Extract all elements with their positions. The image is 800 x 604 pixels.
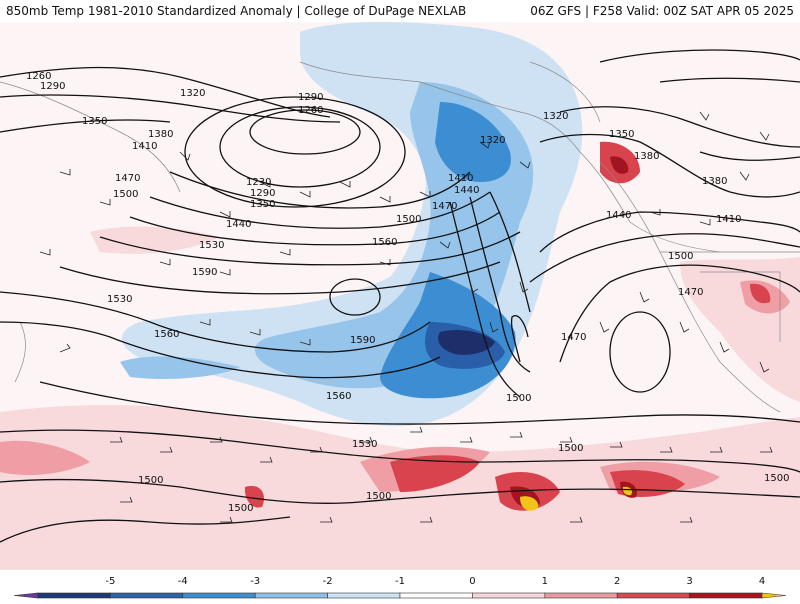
contour-label: 1500 bbox=[668, 251, 694, 262]
contour-label: 1530 bbox=[352, 439, 378, 450]
colorbar-cell bbox=[689, 592, 763, 599]
contour-label: 1590 bbox=[350, 335, 376, 346]
contour-label: 1440 bbox=[606, 210, 632, 221]
colorbar-tick-label: 4 bbox=[758, 576, 766, 587]
contour-label: 1380 bbox=[148, 129, 174, 140]
contour-label: 1380 bbox=[634, 151, 660, 162]
contour-label: 1500 bbox=[228, 503, 254, 514]
contour-label: 1290 bbox=[298, 92, 324, 103]
colorbar-cell bbox=[182, 592, 256, 599]
contour-label: 1470 bbox=[432, 201, 458, 212]
positive-anomaly-regions bbox=[0, 141, 800, 570]
contour-label: 1350 bbox=[250, 199, 276, 210]
run-valid-time: 06Z GFS | F258 Valid: 00Z SAT APR 05 202… bbox=[530, 4, 794, 18]
negative-anomaly-regions bbox=[120, 22, 583, 426]
colorbar-tick-label: 3 bbox=[686, 576, 693, 587]
anomaly-field bbox=[0, 22, 800, 570]
map-title: 850mb Temp 1981-2010 Standardized Anomal… bbox=[6, 4, 467, 18]
colorbar-strip bbox=[13, 592, 787, 599]
contour-label: 1500 bbox=[366, 491, 392, 502]
contour-label: 1500 bbox=[506, 393, 532, 404]
colorbar-cell bbox=[110, 592, 184, 599]
colorbar-tick-label: 2 bbox=[614, 576, 621, 587]
forecast-map: 1260 1290 1320 1350 1380 1410 1470 1500 … bbox=[0, 22, 800, 570]
contour-label: 1440 bbox=[454, 185, 480, 196]
contour-label: 1470 bbox=[115, 173, 141, 184]
colorbar-tick-label: -5 bbox=[105, 576, 116, 587]
contour-label: 1230 bbox=[246, 177, 272, 188]
contour-label: 1500 bbox=[558, 443, 584, 454]
contour-label: 1500 bbox=[396, 214, 422, 225]
contour-label: 1320 bbox=[180, 88, 206, 99]
colorbar-cell bbox=[254, 592, 328, 599]
contour-label: 1500 bbox=[138, 475, 164, 486]
colorbar-tick-label: -4 bbox=[177, 576, 188, 587]
contour-label: 1290 bbox=[250, 188, 276, 199]
wind-barbs bbox=[39, 111, 773, 523]
colorbar-tick-label: 0 bbox=[469, 576, 476, 587]
colorbar-cell bbox=[399, 592, 473, 599]
contour-label: 1380 bbox=[702, 176, 728, 187]
contour-label: 1410 bbox=[132, 141, 158, 152]
contour-label: 1530 bbox=[107, 294, 133, 305]
contour-label: 1350 bbox=[609, 129, 635, 140]
contour-label: 1260 bbox=[298, 105, 324, 116]
contour-label: 1410 bbox=[716, 214, 742, 225]
height-contours bbox=[0, 49, 800, 543]
contour-label: 1470 bbox=[678, 287, 704, 298]
contour-label: 1350 bbox=[82, 116, 108, 127]
colorbar-cell bbox=[472, 592, 546, 599]
colorbar-cell bbox=[616, 592, 690, 599]
colorbar-cell bbox=[544, 592, 618, 599]
contour-label: 1410 bbox=[448, 173, 474, 184]
contour-label: 1440 bbox=[226, 219, 252, 230]
contour-label: 1560 bbox=[326, 391, 352, 402]
contour-label: 1560 bbox=[154, 329, 180, 340]
contour-label: 1470 bbox=[561, 332, 587, 343]
colorbar-tick-label: -2 bbox=[322, 576, 333, 587]
colorbar-cell bbox=[761, 592, 787, 599]
contour-label: 1530 bbox=[199, 240, 225, 251]
contour-label: 1560 bbox=[372, 237, 398, 248]
colorbar-tick-label: -3 bbox=[250, 576, 261, 587]
contour-label: 1320 bbox=[543, 111, 569, 122]
colorbar-tick-label: -1 bbox=[395, 576, 405, 587]
contour-label: 1500 bbox=[764, 473, 790, 484]
contour-label: 1290 bbox=[40, 81, 66, 92]
contour-label: 1500 bbox=[113, 189, 139, 200]
contour-label: 1590 bbox=[192, 267, 218, 278]
colorbar: -5-4-3-2-1012345 bbox=[0, 570, 800, 600]
contour-label: 1320 bbox=[480, 135, 506, 146]
colorbar-cell bbox=[37, 592, 111, 599]
colorbar-cell bbox=[327, 592, 401, 599]
coastlines bbox=[0, 61, 800, 413]
colorbar-cell bbox=[13, 592, 39, 599]
colorbar-tick-label: 1 bbox=[541, 576, 548, 587]
header: 850mb Temp 1981-2010 Standardized Anomal… bbox=[0, 0, 800, 22]
contour-label: 1260 bbox=[26, 71, 52, 82]
